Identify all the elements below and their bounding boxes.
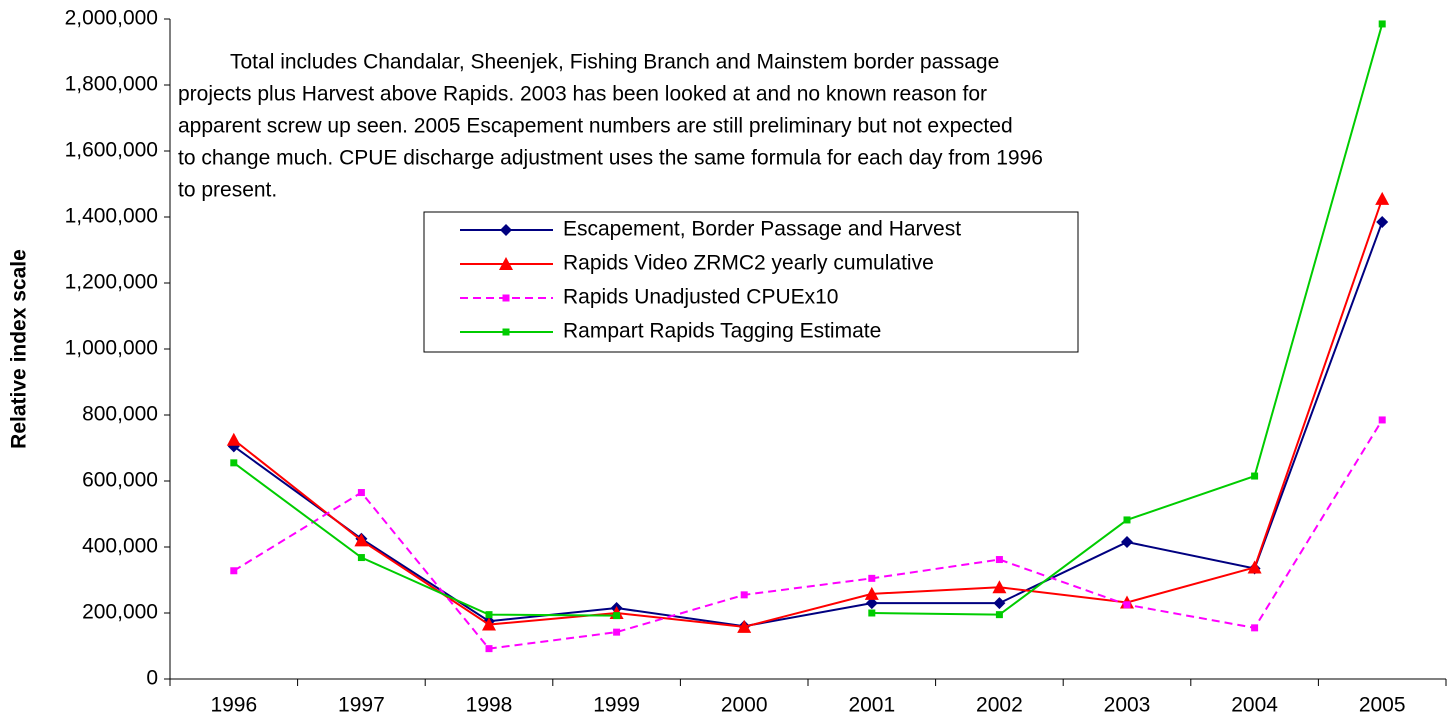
y-tick-label: 1,000,000 xyxy=(65,337,158,360)
marker xyxy=(226,432,241,446)
y-tick-label: 1,600,000 xyxy=(65,139,158,162)
y-tick-label: 1,200,000 xyxy=(65,271,158,294)
marker xyxy=(613,628,621,636)
marker xyxy=(740,591,748,599)
x-tick-label: 2003 xyxy=(1104,694,1151,717)
y-tick-label: 1,800,000 xyxy=(65,73,158,96)
annotation: to change much. CPUE discharge adjustmen… xyxy=(178,147,1043,170)
marker xyxy=(1378,416,1386,424)
marker xyxy=(230,459,238,467)
y-axis-label: Relative index scale xyxy=(8,249,31,449)
marker xyxy=(357,554,365,562)
series xyxy=(230,416,1386,653)
x-tick-label: 2005 xyxy=(1359,694,1406,717)
series-line xyxy=(233,221,1384,628)
marker xyxy=(992,580,1007,594)
marker xyxy=(1251,624,1259,632)
legend-label: Rapids Unadjusted CPUEx10 xyxy=(563,286,838,309)
marker xyxy=(993,597,1006,610)
x-tick-label: 1996 xyxy=(210,694,257,717)
series-line xyxy=(233,419,1384,650)
x-tick-label: 1999 xyxy=(593,694,640,717)
marker xyxy=(995,556,1003,564)
x-tick-label: 2002 xyxy=(976,694,1023,717)
annotation: projects plus Harvest above Rapids. 2003… xyxy=(178,83,987,106)
y-tick-label: 200,000 xyxy=(82,601,158,624)
legend: Escapement, Border Passage and Harvest Ra… xyxy=(423,211,1079,353)
y-tick-label: 600,000 xyxy=(82,469,158,492)
series-line xyxy=(233,198,1384,628)
y-tick-label: 800,000 xyxy=(82,403,158,426)
marker xyxy=(1378,20,1386,28)
y-tick-label: 400,000 xyxy=(82,535,158,558)
marker xyxy=(737,619,752,633)
legend-label: Escapement, Border Passage and Harvest xyxy=(563,218,961,241)
marker xyxy=(1247,560,1262,574)
x-tick-label: 2004 xyxy=(1231,694,1278,717)
marker xyxy=(357,489,365,497)
marker xyxy=(502,294,510,302)
marker xyxy=(865,597,878,610)
y-tick-label: 2,000,000 xyxy=(65,7,158,30)
marker xyxy=(1121,536,1133,549)
x-tick-label: 1997 xyxy=(338,694,385,717)
marker xyxy=(868,574,876,582)
marker xyxy=(1123,601,1131,609)
series xyxy=(230,20,1386,620)
marker xyxy=(482,617,496,631)
marker xyxy=(485,645,493,653)
marker xyxy=(1375,191,1390,205)
marker xyxy=(1376,215,1389,228)
marker xyxy=(1251,472,1259,480)
annotation: to present. xyxy=(178,179,277,202)
legend-box xyxy=(423,211,1079,353)
x-tick-label: 2001 xyxy=(848,694,895,717)
marker xyxy=(500,224,512,236)
annotation: Total includes Chandalar, Sheenjek, Fish… xyxy=(230,51,999,74)
x-tick-label: 2000 xyxy=(721,694,768,717)
marker xyxy=(995,611,1003,619)
marker xyxy=(613,612,621,620)
marker xyxy=(230,567,238,575)
legend-label: Rapids Video ZRMC2 yearly cumulative xyxy=(563,252,934,275)
marker xyxy=(1123,516,1131,524)
marker xyxy=(485,611,493,619)
marker xyxy=(499,257,513,270)
marker xyxy=(868,609,876,617)
marker xyxy=(502,328,510,336)
annotation: apparent screw up seen. 2005 Escapement … xyxy=(178,115,1013,138)
marker xyxy=(864,586,879,600)
marker xyxy=(354,533,369,547)
x-tick-label: 1998 xyxy=(466,694,513,717)
legend-label: Rampart Rapids Tagging Estimate xyxy=(563,320,881,343)
y-tick-label: 0 xyxy=(146,667,158,690)
y-tick-label: 1,400,000 xyxy=(65,205,158,228)
